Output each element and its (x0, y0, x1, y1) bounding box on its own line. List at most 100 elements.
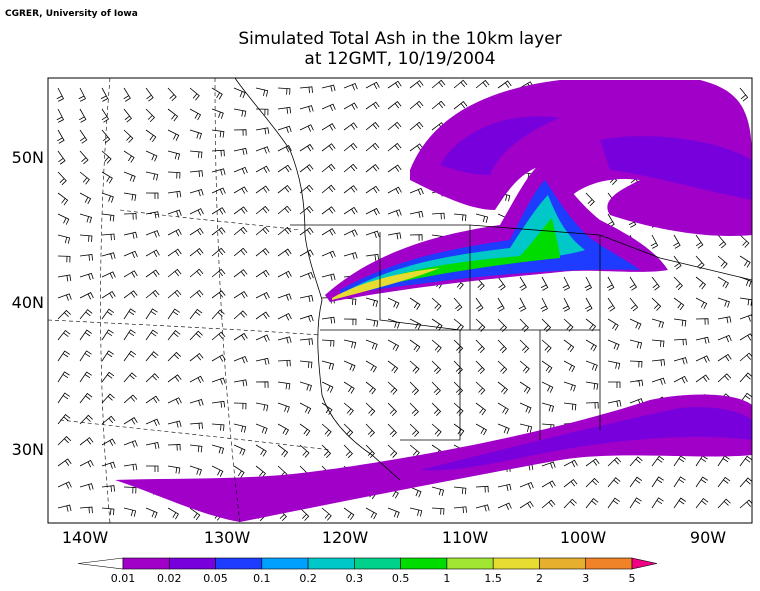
wind-barb (255, 334, 270, 342)
wind-barb (343, 252, 358, 260)
wind-barb (409, 381, 420, 396)
wind-barb (211, 87, 223, 100)
wind-barb (189, 465, 202, 476)
wind-barb (255, 226, 270, 236)
wind-barb (431, 79, 446, 89)
wind-barb (739, 392, 752, 404)
wind-barb (387, 232, 402, 240)
wind-barb (233, 206, 248, 215)
wind-barb (299, 105, 314, 113)
wind-barb (145, 249, 160, 257)
wind-barb (255, 185, 270, 194)
wind-barb (189, 268, 204, 278)
wind-barb (540, 297, 548, 312)
wind-barb (717, 476, 731, 488)
lon-label: 130W (204, 528, 251, 547)
wind-barb (343, 229, 358, 237)
wind-barb (673, 297, 685, 311)
wind-barb (475, 360, 485, 375)
wind-barb (497, 502, 512, 510)
wind-barb (57, 436, 72, 446)
plume (410, 80, 752, 236)
wind-barb (56, 108, 65, 123)
colorbar-swatch (168, 557, 216, 570)
wind-barb (145, 507, 158, 519)
wind-barb (145, 418, 160, 427)
wind-barb (431, 360, 442, 374)
wind-barb (189, 507, 201, 521)
wind-barb (79, 129, 88, 144)
frame (47, 77, 753, 524)
wind-barb (211, 465, 224, 477)
wind-barb (189, 108, 202, 121)
wind-barb (167, 374, 182, 383)
wind-barb (123, 192, 137, 201)
wind-barb (255, 248, 270, 257)
wind-barb (211, 187, 226, 195)
wind-barb (431, 339, 442, 353)
lon-label: 100W (560, 528, 607, 547)
wind-barb (497, 360, 508, 374)
colorbar-label: 2 (536, 572, 543, 585)
wind-barb (79, 350, 92, 362)
wind-barb (607, 360, 621, 370)
wind-barb (145, 308, 158, 320)
wind-barb (453, 381, 464, 396)
wind-barb (233, 247, 248, 257)
wind-barb (343, 83, 358, 91)
wind-barb (145, 129, 157, 143)
wind-barb (211, 331, 226, 341)
wind-barb (431, 212, 445, 220)
wind-barb (607, 339, 620, 351)
wind-barb (409, 402, 419, 417)
wind-barb (585, 297, 593, 312)
wind-barb (409, 444, 420, 458)
wind-barb (277, 402, 290, 413)
wind-barb (343, 402, 354, 416)
wind-barb (299, 164, 314, 173)
wind-barb (431, 297, 442, 311)
wind-barb (673, 497, 686, 509)
wind-barb (585, 381, 599, 390)
credit: CGRER, University of Iowa (5, 9, 138, 19)
wind-barb (365, 253, 380, 261)
wind-barb (607, 497, 621, 509)
lat-label: 40N (12, 293, 44, 312)
wind-barb (365, 163, 380, 173)
wind-barb (409, 318, 422, 330)
wind-barb (585, 339, 597, 352)
wind-barb (673, 338, 687, 346)
wind-barb (57, 371, 70, 383)
wind-barb (321, 273, 336, 281)
wind-barb (387, 339, 400, 352)
wind-barb (365, 402, 376, 416)
lon-label: 120W (322, 528, 369, 547)
wind-barb (167, 228, 182, 237)
wind-barb (607, 477, 621, 488)
wind-barb (167, 268, 182, 278)
wind-barb (277, 359, 291, 367)
wind-barb (629, 379, 644, 387)
wind-barb (695, 234, 704, 249)
wind-barb (79, 329, 92, 341)
wind-barb (79, 506, 93, 514)
wind-barb (541, 402, 555, 413)
wind-barb (145, 211, 160, 219)
wind-barb (475, 402, 487, 416)
colorbar-swatch (354, 557, 401, 570)
wind-barb (101, 308, 115, 320)
wind-barb (717, 297, 730, 308)
wind-barb (387, 297, 400, 309)
wind-barb (79, 437, 94, 446)
wind-barb (57, 293, 72, 301)
wind-barb (100, 87, 109, 102)
wind-barb (167, 289, 182, 299)
wind-barb (365, 185, 380, 194)
wind-barb (233, 444, 246, 456)
wind-barb (167, 444, 181, 451)
wind-barb (321, 103, 336, 112)
plume (115, 394, 752, 522)
colorbar-end (631, 557, 658, 570)
wind-barb (409, 234, 423, 241)
wind-barb (629, 497, 642, 509)
